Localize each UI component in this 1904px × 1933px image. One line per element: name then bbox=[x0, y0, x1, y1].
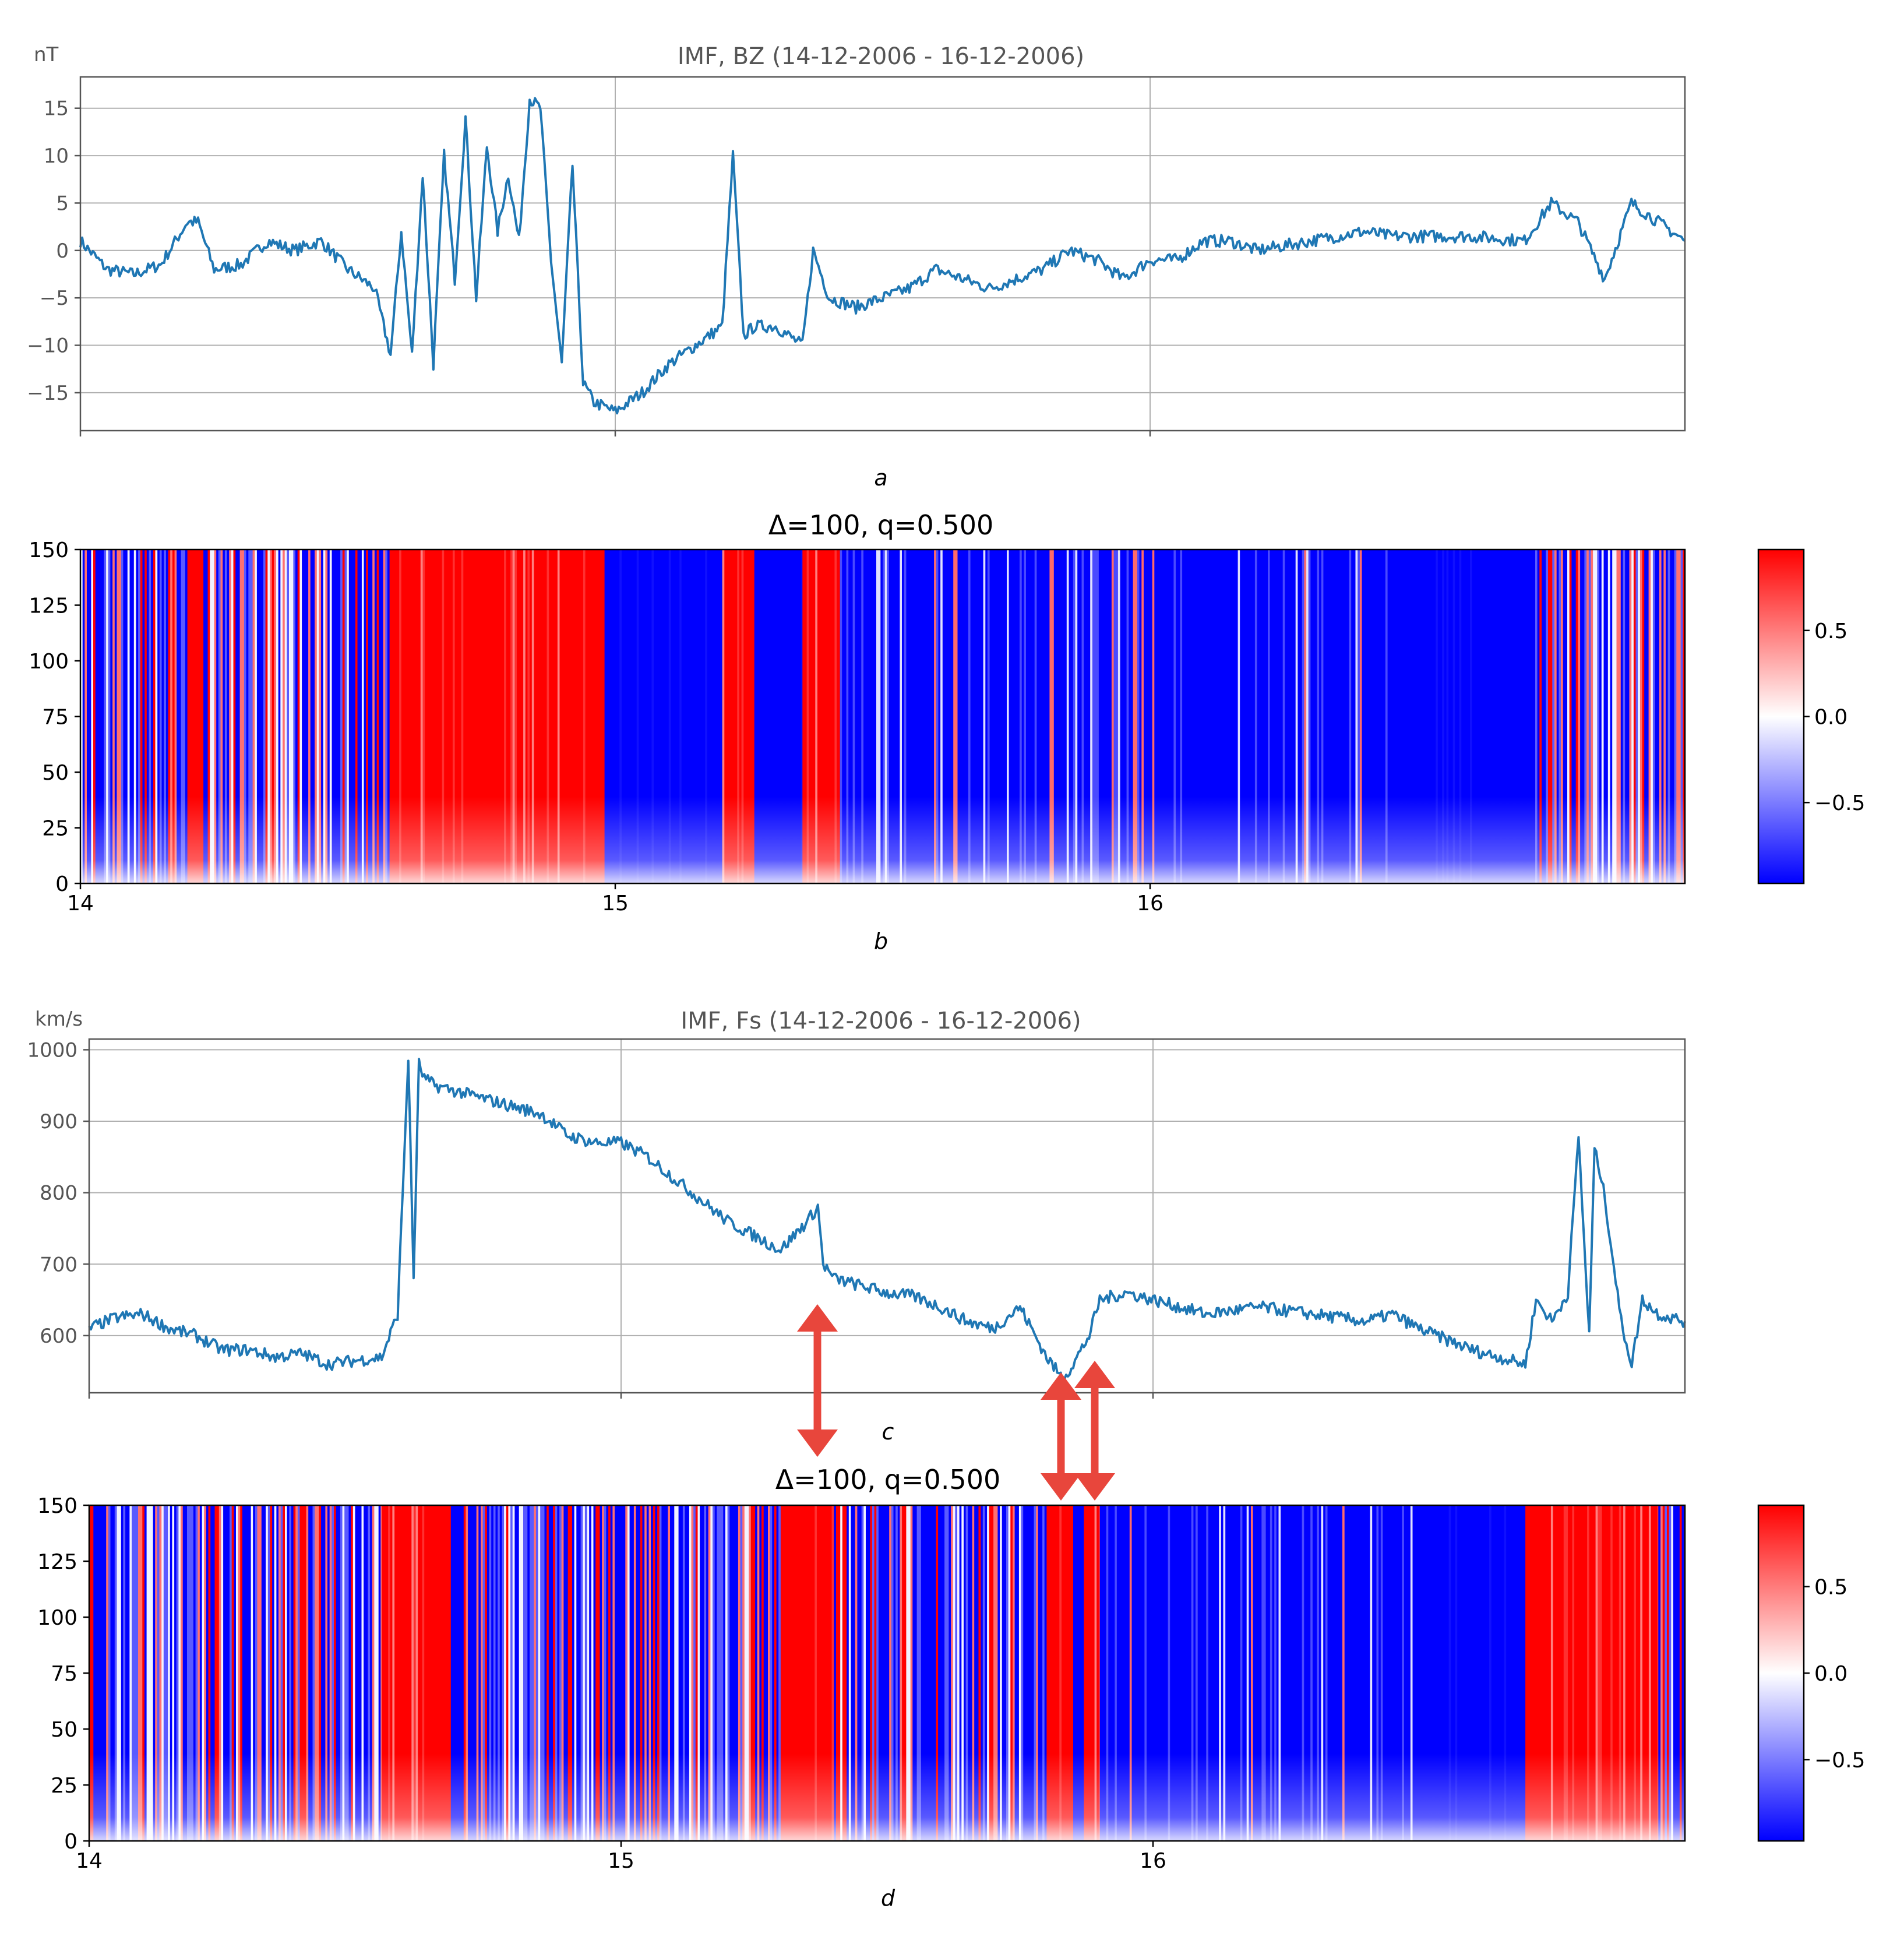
panel-c-line-chart: IMF, Fs (14-12-2006 - 16-12-2006) km/s 1… bbox=[27, 1008, 1686, 1445]
panel-c-title: IMF, Fs (14-12-2006 - 16-12-2006) bbox=[680, 1008, 1081, 1034]
y-tick-label: 5 bbox=[56, 192, 69, 215]
panel-a-line-chart: IMF, BZ (14-12-2006 - 16-12-2006) nT 151… bbox=[27, 43, 1686, 491]
y-tick-label: 50 bbox=[51, 1718, 77, 1742]
colorbar-tick-label: 0.5 bbox=[1814, 1576, 1847, 1600]
panel-d-bottom-fade bbox=[89, 1505, 1685, 1841]
colorbar-tick-label: 0.0 bbox=[1814, 706, 1847, 730]
colorbar-tick-label: 0.0 bbox=[1814, 1662, 1847, 1686]
x-tick-label: 16 bbox=[1140, 1849, 1166, 1873]
y-tick-label: 0 bbox=[56, 240, 69, 263]
y-tick-label: 125 bbox=[29, 594, 69, 618]
panel-b-colorbar-ticks: 0.5 0.0 −0.5 bbox=[1804, 619, 1865, 815]
y-tick-label: 125 bbox=[37, 1550, 77, 1574]
panel-b-label: b bbox=[874, 928, 888, 954]
panel-b-title: Δ=100, q=0.500 bbox=[768, 509, 994, 541]
panel-a-label: a bbox=[874, 465, 887, 491]
panel-d-title: Δ=100, q=0.500 bbox=[775, 1464, 1001, 1495]
y-tick-label: 100 bbox=[29, 650, 69, 674]
panel-b-colorbar: 0.5 0.0 −0.5 bbox=[1757, 548, 1865, 885]
panel-b-x-ticks: 14 15 16 bbox=[67, 883, 1163, 916]
panel-a-bz-series-line bbox=[79, 97, 1686, 415]
y-tick-label: 25 bbox=[51, 1774, 77, 1798]
arrow-2 bbox=[1041, 1372, 1081, 1501]
panel-b-y-ticks: 150 125 100 75 50 25 0 bbox=[29, 538, 80, 896]
x-tick-label: 14 bbox=[76, 1849, 103, 1873]
panel-c-ylabel: km/s bbox=[35, 1008, 83, 1031]
x-tick-label: 16 bbox=[1137, 892, 1163, 916]
y-tick-label: 600 bbox=[40, 1325, 77, 1348]
y-tick-label: 50 bbox=[42, 761, 69, 785]
panel-d-y-ticks: 150 125 100 75 50 25 0 bbox=[37, 1494, 89, 1854]
panel-d-colorbar-ticks: 0.5 0.0 −0.5 bbox=[1804, 1576, 1865, 1772]
y-tick-label: 75 bbox=[51, 1662, 77, 1686]
panel-c-frame bbox=[88, 1038, 1686, 1394]
y-tick-label: 0 bbox=[64, 1830, 77, 1854]
x-tick-label: 15 bbox=[602, 892, 629, 916]
colorbar-tick-label: 0.5 bbox=[1814, 619, 1847, 643]
panel-a-frame bbox=[79, 76, 1686, 432]
y-tick-label: 150 bbox=[29, 538, 69, 562]
y-tick-label: 900 bbox=[40, 1110, 77, 1133]
panel-a-y-ticks: 15 10 5 0 −5 −10 −15 bbox=[27, 97, 80, 405]
y-tick-label: 150 bbox=[37, 1494, 77, 1518]
y-tick-label: 700 bbox=[40, 1253, 77, 1276]
x-tick-label: 14 bbox=[67, 892, 94, 916]
panel-d-label: d bbox=[881, 1885, 895, 1911]
arrow-1 bbox=[797, 1304, 838, 1457]
panel-d-heatmap: Δ=100, q=0.500 150 125 100 75 50 25 0 14 15 16 d… bbox=[37, 1464, 1865, 1911]
y-tick-label: 800 bbox=[40, 1182, 77, 1205]
panel-c-grid bbox=[89, 1039, 1685, 1393]
y-tick-label: 25 bbox=[42, 817, 69, 841]
panel-c-y-ticks: 1000 900 800 700 600 bbox=[27, 1038, 89, 1348]
y-tick-label: 1000 bbox=[27, 1038, 77, 1062]
panel-a-ylabel: nT bbox=[34, 43, 59, 66]
colorbar-tick-label: −0.5 bbox=[1814, 791, 1865, 815]
y-tick-label: 75 bbox=[42, 706, 69, 730]
y-tick-label: 10 bbox=[44, 145, 69, 168]
arrow-3 bbox=[1074, 1361, 1115, 1501]
panel-b-heatmap: Δ=100, q=0.500 150 125 100 75 50 25 0 14 15 16 b… bbox=[29, 509, 1865, 954]
panel-b-bottom-fade bbox=[80, 550, 1685, 883]
panel-d-colorbar: 0.5 0.0 −0.5 bbox=[1757, 1504, 1865, 1842]
y-tick-label: −10 bbox=[27, 335, 69, 358]
panel-b-colorbar-gradient bbox=[1757, 548, 1805, 885]
panel-a-title: IMF, BZ (14-12-2006 - 16-12-2006) bbox=[678, 43, 1084, 70]
y-tick-label: 0 bbox=[55, 872, 69, 896]
panel-d-x-ticks: 14 15 16 bbox=[76, 1841, 1166, 1873]
annotation-arrows bbox=[797, 1304, 1115, 1501]
panel-a-x-ticks bbox=[79, 431, 1151, 436]
panel-a-grid bbox=[80, 77, 1685, 431]
y-tick-label: 100 bbox=[37, 1606, 77, 1630]
y-tick-label: −5 bbox=[40, 287, 69, 310]
colorbar-tick-label: −0.5 bbox=[1814, 1748, 1865, 1772]
panel-c-x-ticks bbox=[88, 1393, 1154, 1399]
y-tick-label: 15 bbox=[44, 97, 69, 121]
panel-c-label: c bbox=[882, 1419, 894, 1445]
x-tick-label: 15 bbox=[608, 1849, 634, 1873]
panel-c-fs-series-line bbox=[88, 1058, 1686, 1385]
y-tick-label: −15 bbox=[27, 382, 69, 405]
panel-d-colorbar-gradient bbox=[1757, 1504, 1805, 1842]
